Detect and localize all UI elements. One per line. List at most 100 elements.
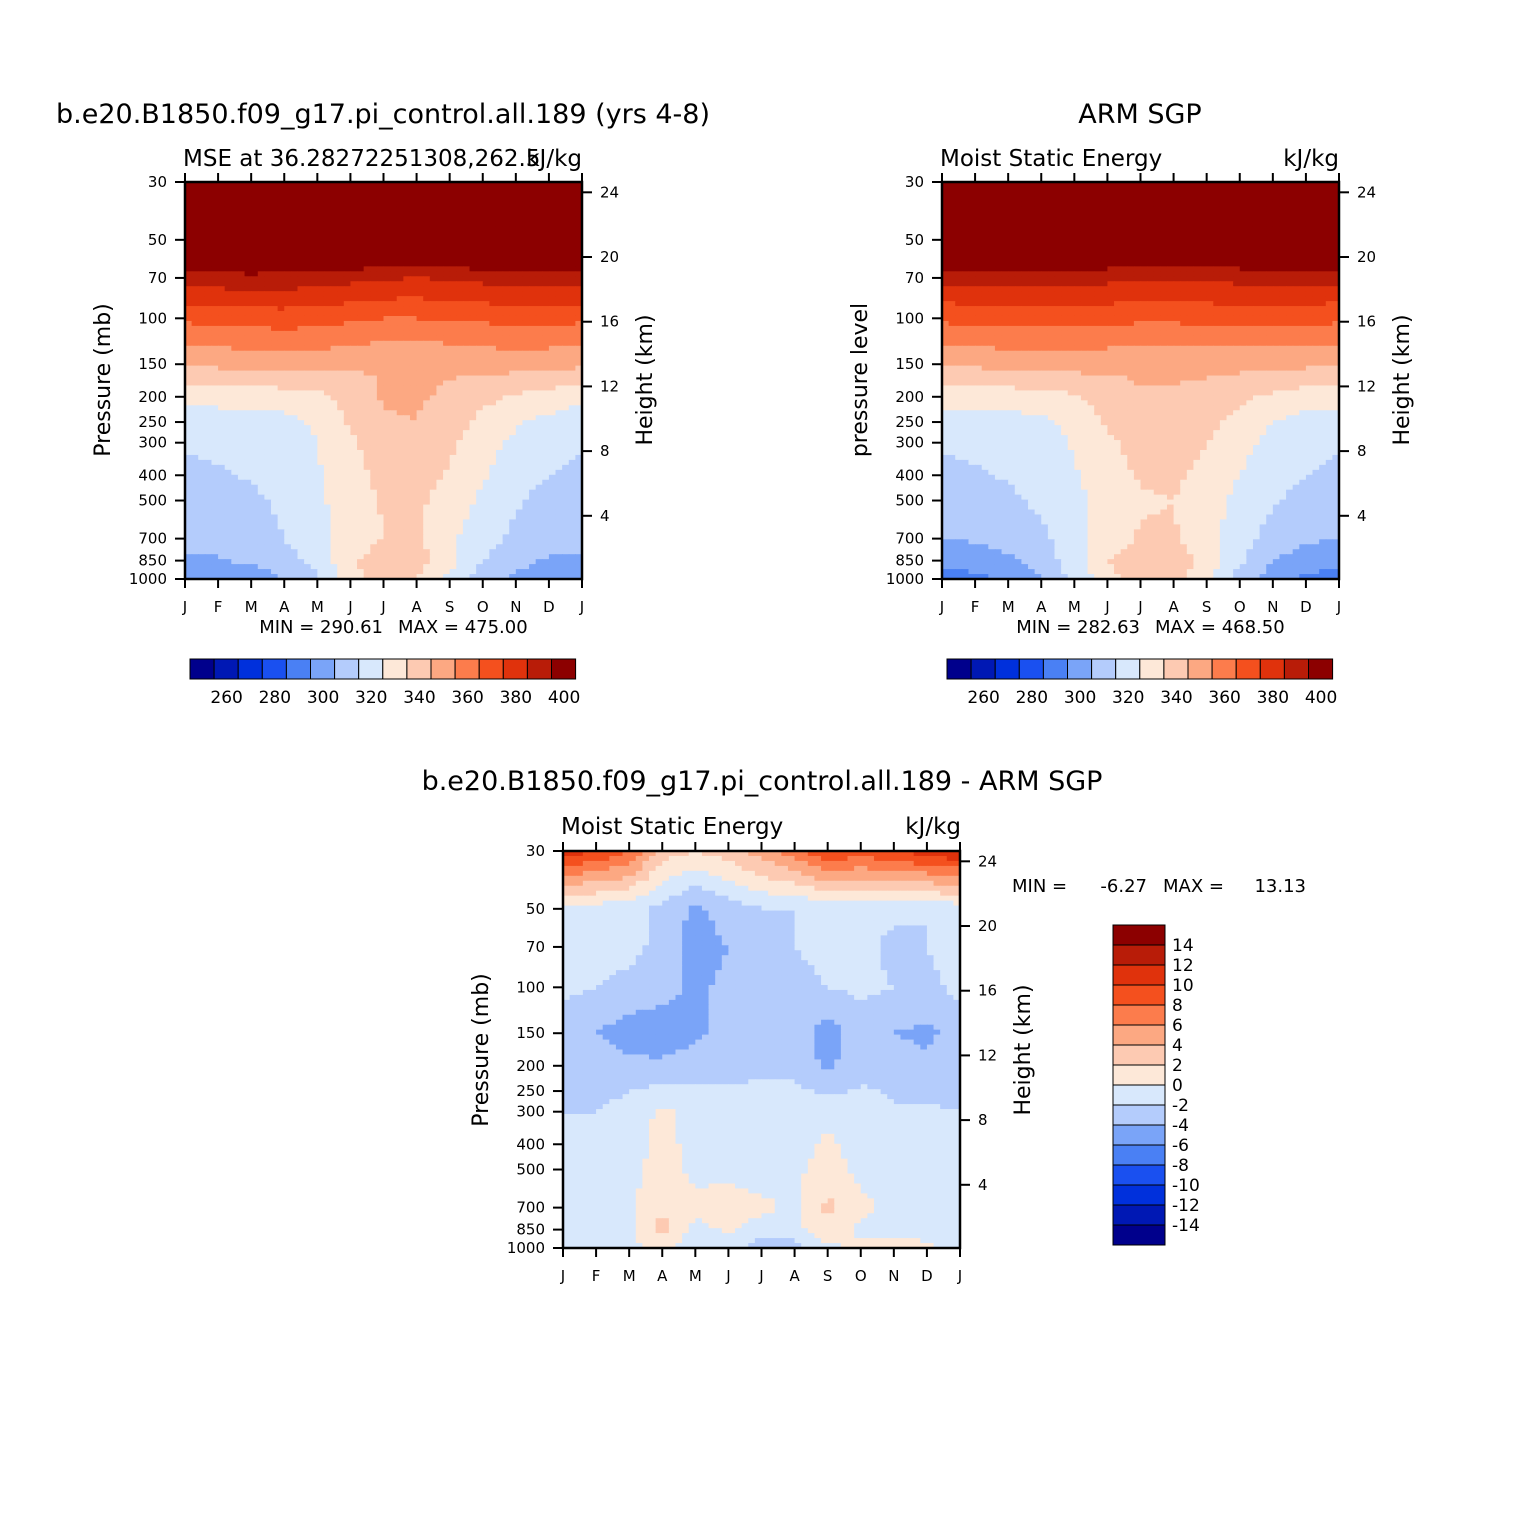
contour-cell [522, 460, 529, 466]
contour-cell [397, 554, 404, 560]
contour-cell [975, 187, 982, 193]
contour-cell [556, 331, 563, 337]
contour-cell [549, 554, 556, 560]
contour-cell [291, 232, 298, 238]
contour-cell [417, 470, 424, 476]
contour-cell [417, 266, 424, 272]
contour-cell [225, 217, 232, 223]
contour-cell [370, 237, 377, 243]
contour-cell [245, 435, 252, 441]
contour-cell [192, 217, 199, 223]
contour-cell [284, 296, 291, 302]
contour-cell [456, 465, 463, 471]
contour-cell [324, 400, 331, 406]
contour-cell [284, 331, 291, 337]
contour-cell [443, 425, 450, 431]
contour-cell [476, 505, 483, 511]
contour-cell [516, 400, 523, 406]
contour-cell [225, 251, 232, 257]
contour-cell [456, 455, 463, 461]
contour-cell [271, 276, 278, 282]
contour-cell [450, 465, 457, 471]
contour-cell [529, 460, 536, 466]
contour-cell [536, 470, 543, 476]
contour-cell [397, 495, 404, 501]
contour-cell [403, 529, 410, 535]
contour-cell [549, 197, 556, 203]
contour-cell [370, 326, 377, 332]
contour-cell [403, 475, 410, 481]
contour-cell [450, 569, 457, 575]
contour-cell [225, 455, 232, 461]
contour-cell [311, 346, 318, 352]
contour-cell [291, 212, 298, 218]
contour-cell [264, 490, 271, 496]
contour-cell [562, 390, 569, 396]
contour-cell [350, 316, 357, 322]
contour-cell [251, 291, 258, 297]
contour-cell [503, 222, 510, 228]
contour-cell [450, 326, 457, 332]
contour-cell [562, 296, 569, 302]
contour-cell [192, 519, 199, 525]
contour-cell [357, 187, 364, 193]
contour-cell [542, 242, 549, 248]
contour-cell [489, 321, 496, 327]
contour-cell [264, 261, 271, 267]
contour-cell [423, 485, 430, 491]
contour-cell [245, 390, 252, 396]
contour-cell [284, 261, 291, 267]
contour-cell [377, 569, 384, 575]
contour-cell [423, 470, 430, 476]
contour-cell [529, 361, 536, 367]
colorbar-tick-label: 380 [500, 688, 532, 708]
contour-cell [291, 371, 298, 377]
contour-cell [337, 549, 344, 555]
contour-cell [390, 261, 397, 267]
contour-cell [271, 470, 278, 476]
contour-cell [350, 202, 357, 208]
contour-cell [542, 197, 549, 203]
contour-cell [509, 420, 516, 426]
contour-cell [205, 361, 212, 367]
contour-cell [278, 197, 285, 203]
contour-cell [198, 306, 205, 312]
contour-cell [503, 425, 510, 431]
contour-cell [556, 544, 563, 550]
contour-cell [410, 266, 417, 272]
contour-cell [450, 430, 457, 436]
contour-cell [397, 564, 404, 570]
contour-cell [284, 217, 291, 223]
contour-cell [489, 291, 496, 297]
contour-cell [450, 346, 457, 352]
contour-cell [476, 490, 483, 496]
colorbar-swatch [190, 659, 214, 679]
contour-cell [403, 445, 410, 451]
contour-cell [225, 480, 232, 486]
contour-cell [569, 247, 576, 253]
contour-cell [503, 242, 510, 248]
contour-cell [311, 534, 318, 540]
contour-cell [430, 351, 437, 357]
contour-cell [245, 281, 252, 287]
contour-cell [509, 539, 516, 545]
contour-cell [337, 286, 344, 292]
contour-cell [198, 455, 205, 461]
contour-cell [264, 410, 271, 416]
contour-cell [522, 465, 529, 471]
contour-cell [231, 385, 238, 391]
contour-cell [549, 410, 556, 416]
contour-cell [503, 480, 510, 486]
contour-cell [218, 390, 225, 396]
contour-cell [291, 544, 298, 550]
contour-cell [291, 346, 298, 352]
contour-cell [198, 450, 205, 456]
contour-cell [397, 346, 404, 352]
contour-cell [423, 510, 430, 516]
contour-cell [284, 544, 291, 550]
contour-cell [569, 366, 576, 372]
contour-cell [211, 366, 218, 372]
contour-cell [284, 554, 291, 560]
contour-cell [284, 222, 291, 228]
contour-cell [562, 510, 569, 516]
